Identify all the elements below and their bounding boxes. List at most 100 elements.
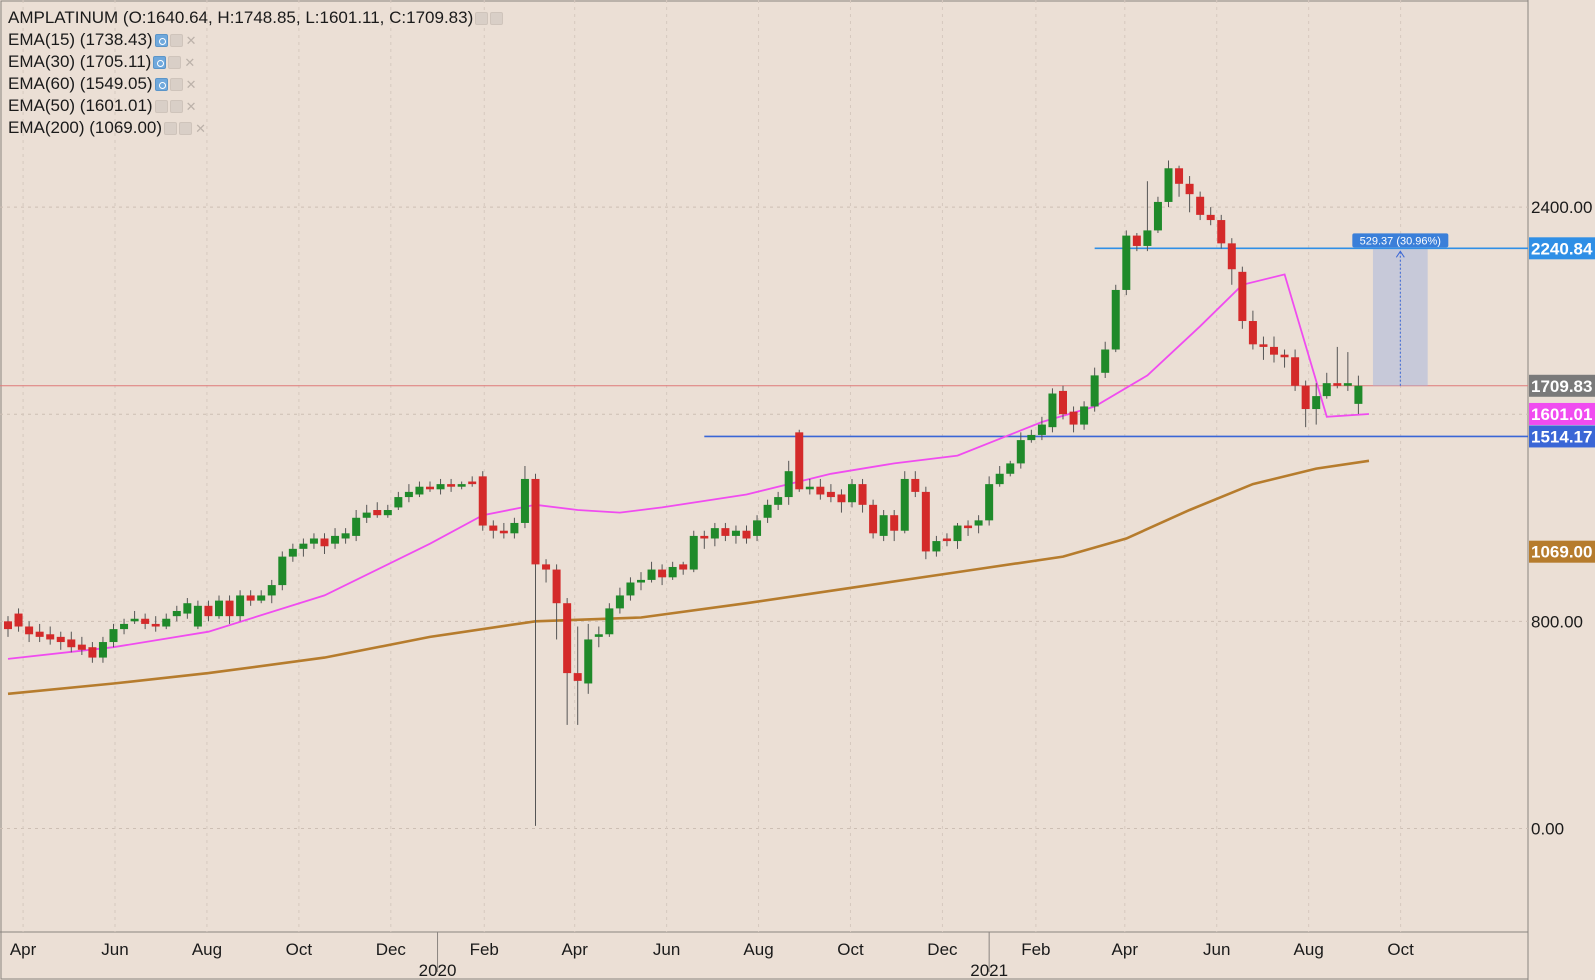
candle (1270, 336, 1278, 363)
candle (1101, 341, 1110, 378)
candle-body (594, 634, 603, 637)
candle-body (98, 642, 107, 658)
candle (563, 598, 572, 725)
candle-body (1259, 344, 1268, 347)
candle-body (1037, 424, 1046, 435)
candle (911, 471, 920, 498)
candle (995, 466, 1004, 487)
candle (1175, 165, 1184, 197)
candle (257, 590, 266, 604)
candle (921, 486, 930, 560)
candle (1027, 429, 1036, 443)
candle-body (742, 530, 751, 539)
measure-label-bg (1352, 233, 1449, 248)
candle (447, 478, 456, 492)
candle-body (848, 484, 856, 503)
candle (510, 517, 519, 539)
candle-body (1143, 230, 1152, 246)
candle (869, 499, 878, 539)
candle (668, 561, 677, 580)
legend-ema60: EMA(60) (1549.05) ✕ (8, 73, 503, 95)
close-icon[interactable]: ✕ (185, 32, 197, 48)
candle-body (774, 497, 783, 505)
settings-icon[interactable] (169, 77, 183, 91)
candle-body (985, 484, 994, 521)
candle-body (605, 608, 614, 635)
settings-icon[interactable] (169, 33, 183, 47)
candle (183, 598, 192, 619)
candle (489, 520, 498, 539)
x-tick-label: Aug (743, 940, 773, 959)
candle-body (1291, 357, 1300, 386)
candle-body (942, 538, 951, 542)
candle (1080, 401, 1089, 430)
candle-body (141, 618, 150, 624)
eye-icon[interactable] (154, 33, 168, 47)
settings-icon[interactable] (169, 99, 183, 113)
eye-icon[interactable] (164, 121, 178, 135)
candle-body (183, 603, 192, 614)
candle-body (647, 569, 656, 580)
candle-body (932, 541, 941, 552)
eye-icon[interactable] (153, 55, 167, 69)
candle (1217, 214, 1226, 249)
candle-body (1270, 346, 1278, 355)
candle (468, 476, 477, 487)
candle-body (1101, 349, 1110, 373)
x-tick-label: Jun (653, 940, 680, 959)
eye-icon[interactable] (154, 99, 168, 113)
candle-body (531, 478, 540, 565)
candle-body (1048, 393, 1057, 428)
candle-body (1196, 196, 1205, 215)
candle (848, 478, 856, 508)
settings-icon[interactable] (475, 11, 489, 25)
candle (56, 631, 65, 650)
candle (426, 481, 434, 492)
candle (1048, 388, 1057, 433)
candle (35, 623, 44, 643)
candle-body (573, 673, 582, 681)
candle-body (120, 623, 129, 630)
candle-body (67, 639, 76, 648)
settings-icon[interactable] (179, 121, 193, 135)
candle (299, 538, 308, 557)
candle-body (731, 530, 740, 536)
candle (77, 636, 86, 655)
price-label-bg (1529, 237, 1595, 260)
close-icon[interactable]: ✕ (185, 98, 197, 114)
candle-body (700, 535, 709, 539)
candle-body (25, 626, 34, 635)
candle (67, 631, 76, 653)
candle-body (900, 478, 909, 531)
candle (552, 564, 561, 640)
candle-body (763, 504, 772, 518)
settings-icon[interactable] (168, 55, 182, 69)
candles (4, 160, 1363, 826)
close-icon[interactable]: ✕ (195, 120, 206, 136)
candle-body (858, 484, 867, 505)
candle-body (468, 481, 477, 485)
legend-ema50: EMA(50) (1601.01) ✕ (8, 95, 503, 117)
candle-body (56, 636, 65, 643)
candle (1059, 385, 1067, 420)
x-tick-label: Feb (1021, 940, 1050, 959)
candle (985, 476, 994, 526)
candle (658, 564, 667, 586)
candle (436, 478, 445, 495)
candle-body (1027, 434, 1036, 441)
close-icon[interactable]: ✕ (184, 54, 196, 70)
candle-body (299, 543, 308, 549)
close-icon[interactable]: ✕ (185, 76, 197, 92)
candle-body (784, 471, 793, 498)
x-tick-label: Oct (286, 940, 313, 959)
settings-icon[interactable] (490, 11, 504, 25)
candle (246, 590, 255, 606)
candle-body (795, 432, 804, 490)
eye-icon[interactable] (154, 77, 168, 91)
symbol-ohlc-label: AMPLATINUM (O:1640.64, H:1748.85, L:1601… (8, 8, 474, 27)
candle (890, 510, 899, 542)
candle-body (615, 595, 624, 609)
candle (805, 478, 814, 495)
x-tick-label: Dec (376, 940, 407, 959)
